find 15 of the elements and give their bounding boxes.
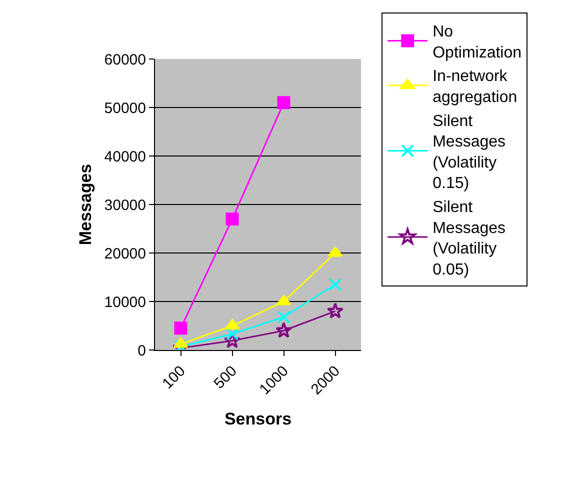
y-axis-title: Messages [76,164,95,246]
x-tick-label: 100 [159,362,189,392]
legend-label: No Optimization [432,24,522,62]
x-tick-label: 500 [210,362,240,392]
y-tick-label: 10000 [104,294,146,311]
y-tick-label: 0 [138,342,146,360]
x-axis-title: Sensors [224,410,292,429]
legend-label: Silent Messages (Volatility 0.15) [432,112,506,192]
legend-label: Silent Messages (Volatility 0.05) [432,198,506,278]
y-tick-label: 20000 [104,245,146,262]
y-tick-label: 60000 [104,51,146,68]
y-tick-label: 50000 [104,100,146,117]
legend-label: In-network aggregation [432,68,518,106]
y-tick-label: 40000 [104,148,146,166]
y-tick-label: 30000 [104,196,146,214]
